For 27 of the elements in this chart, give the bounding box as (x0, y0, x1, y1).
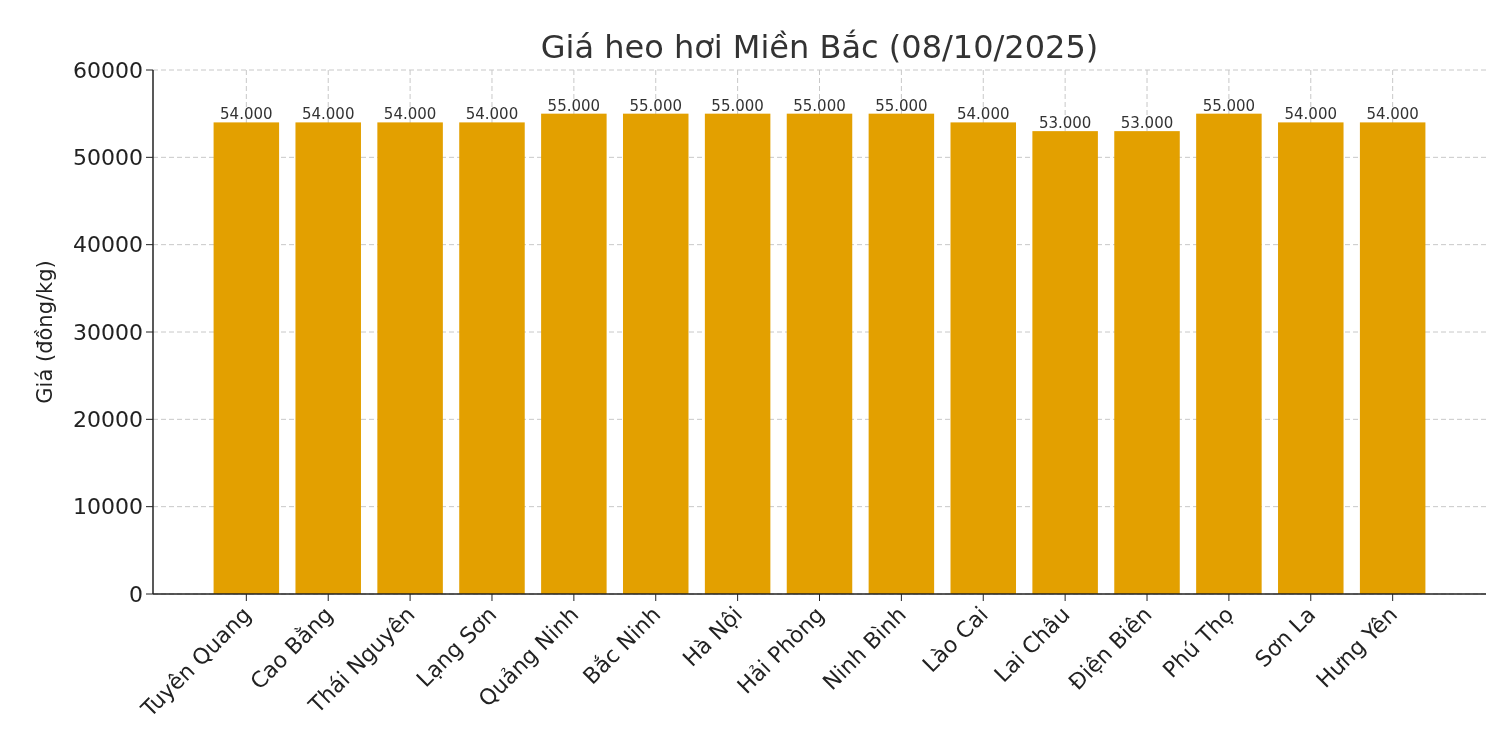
y-axis-title: Giá (đồng/kg) (33, 260, 57, 404)
x-tick-label: Lào Cai (917, 601, 993, 677)
data-label: 54.000 (383, 105, 437, 124)
x-tick-label: Sơn La (1250, 601, 1321, 672)
data-label: 53.000 (1120, 114, 1174, 133)
data-label: 54.000 (220, 105, 273, 124)
data-label: 55.000 (793, 96, 846, 115)
y-tick-label: 40000 (73, 232, 143, 258)
data-label: 55.000 (629, 96, 682, 115)
chart-title: Giá heo hơi Miền Bắc (08/10/2025) (540, 28, 1099, 66)
y-tick-label: 0 (129, 581, 143, 607)
y-tick-label: 10000 (73, 494, 143, 520)
y-tick-label: 50000 (73, 145, 143, 171)
data-label: 54.000 (301, 105, 355, 124)
data-label: 55.000 (875, 96, 928, 115)
data-label: 54.000 (1366, 105, 1419, 124)
data-label: 55.000 (547, 96, 601, 115)
data-label: 54.000 (465, 105, 519, 124)
data-label: 55.000 (1202, 96, 1256, 115)
data-label: 54.000 (1284, 105, 1338, 124)
data-label: 54.000 (957, 105, 1010, 124)
y-tick-label: 60000 (73, 57, 143, 83)
x-tick-label: Hà Nội (677, 601, 748, 672)
y-tick-label: 30000 (73, 319, 143, 345)
y-tick-label: 20000 (73, 407, 143, 433)
data-label: 53.000 (1038, 114, 1092, 133)
data-label: 55.000 (711, 96, 764, 115)
